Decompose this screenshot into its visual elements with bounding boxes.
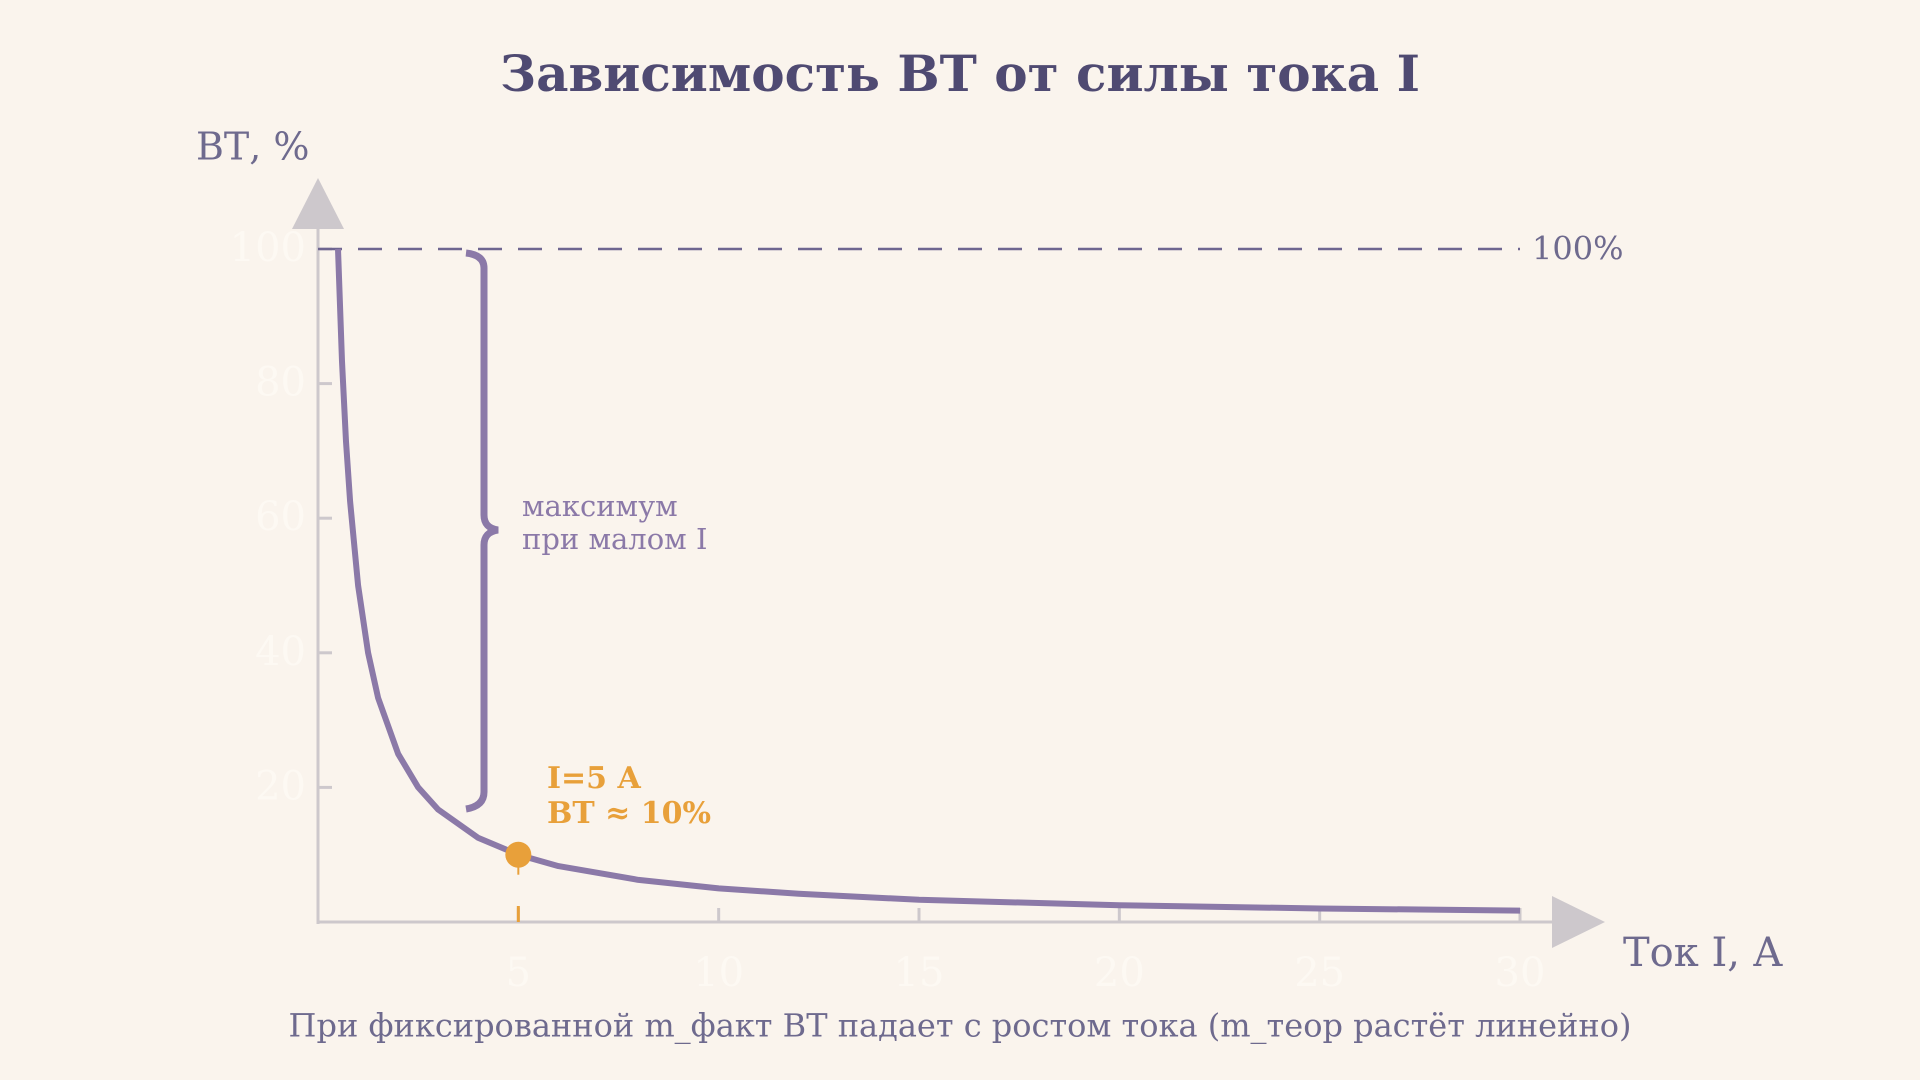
brace	[465, 249, 499, 813]
caption: При фиксированной m_факт ВТ падает с рос…	[289, 1007, 1632, 1045]
y-axis-arrow	[292, 178, 344, 229]
y-axis-label: ВТ, %	[196, 125, 310, 169]
highlight-label: ВТ ≈ 10%	[547, 796, 711, 831]
data-line	[335, 248, 1521, 914]
x-tick-label: 15	[894, 950, 945, 996]
brace-note: при малом I	[522, 522, 707, 556]
x-tick-label: 20	[1094, 950, 1145, 996]
x-tick-label: 30	[1495, 950, 1546, 996]
highlight-point	[505, 841, 532, 868]
y-tick-label: 100	[230, 225, 306, 271]
y-tick-label: 60	[255, 494, 306, 540]
x-axis-arrow	[1552, 896, 1605, 948]
reference-label: 100%	[1532, 230, 1623, 268]
chart-title: Зависимость ВТ от силы тока I	[500, 44, 1420, 103]
x-axis-label: Ток I, А	[1623, 930, 1783, 976]
y-tick-label: 80	[255, 360, 306, 406]
x-tick-label: 25	[1294, 950, 1345, 996]
highlight-label: I=5 A	[547, 761, 641, 796]
brace-note: максимум	[522, 489, 678, 523]
x-tick-label: 5	[506, 950, 531, 996]
y-tick-label: 20	[255, 763, 306, 809]
x-tick-label: 10	[693, 950, 744, 996]
y-tick-label: 40	[255, 629, 306, 675]
